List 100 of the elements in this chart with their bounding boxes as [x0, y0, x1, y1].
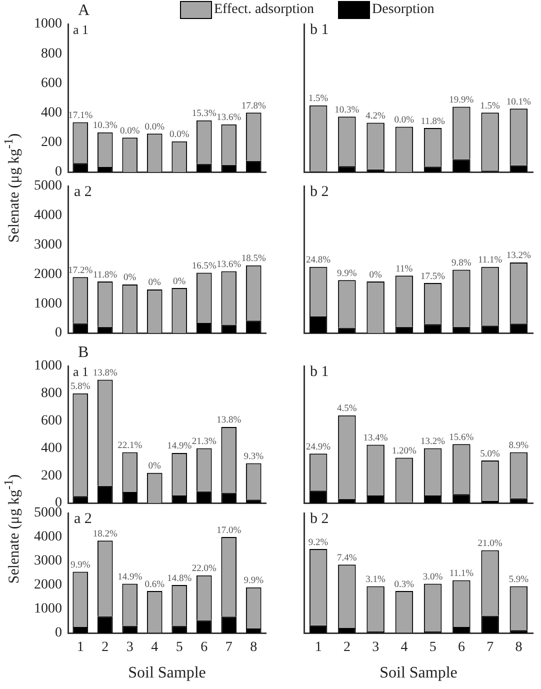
- chart-title: b 2: [310, 184, 329, 201]
- annotation: 14.9%: [118, 572, 142, 583]
- y-tick-label: 3000: [34, 554, 62, 569]
- annotation: 0.3%: [394, 580, 414, 590]
- annotation: 9.9%: [70, 560, 90, 571]
- annotation: 0%: [148, 462, 162, 472]
- annotation: 13.8%: [92, 368, 118, 378]
- x-tick-label: 8: [250, 640, 258, 656]
- annotation: 1.20%: [392, 446, 417, 457]
- y-tick-label: 800: [41, 46, 62, 62]
- y-tick-label: 1000: [34, 16, 62, 32]
- y-tick-label: 1000: [34, 296, 62, 312]
- y-tick-label: 4000: [34, 530, 62, 545]
- annotation: 13.8%: [216, 416, 242, 426]
- y-tick-label: 600: [41, 76, 62, 91]
- annotation: 18.5%: [241, 254, 266, 264]
- annotation: 13.6%: [216, 260, 242, 270]
- annotation: 13.4%: [363, 434, 388, 444]
- annotation: 5.0%: [480, 449, 500, 460]
- annotation: 22.1%: [118, 441, 142, 452]
- annotation: 9.2%: [308, 538, 328, 548]
- y-tick-label: 200: [41, 468, 62, 484]
- annotation: 24.9%: [306, 442, 331, 452]
- y-tick-label: 600: [41, 413, 62, 428]
- annotation: 9.9%: [337, 268, 357, 279]
- annotation: 5.8%: [70, 382, 90, 392]
- x-tick-label: 8: [515, 640, 522, 656]
- annotation: 1.5%: [480, 101, 500, 112]
- annotation: 0%: [173, 276, 186, 287]
- annotation: 10.3%: [334, 105, 360, 116]
- y-tick-label: 2000: [34, 578, 62, 593]
- annotation: 4.5%: [337, 404, 357, 414]
- x-tick-label: 2: [102, 640, 109, 656]
- annotation: 0%: [148, 278, 162, 288]
- annotation: 0%: [124, 273, 136, 284]
- annotation: 16.5%: [192, 261, 216, 272]
- y-tick-label: 800: [41, 386, 62, 402]
- x-tick-label: 4: [400, 640, 408, 656]
- y-tick-label: 5000: [34, 178, 62, 194]
- legend-label: Effect. adsorption: [213, 1, 314, 19]
- annotation: 17.2%: [68, 266, 93, 276]
- x-tick-label: 3: [372, 640, 380, 656]
- y-tick-label: 0: [55, 326, 62, 341]
- annotation: 13.2%: [420, 436, 446, 447]
- annotation: 21.0%: [478, 538, 502, 549]
- y-tick-label: 400: [41, 105, 62, 120]
- annotation: 15.3%: [192, 109, 216, 120]
- x-tick-label: 7: [486, 640, 494, 656]
- annotation: 17.0%: [216, 526, 242, 536]
- y-tick-label: 1000: [34, 602, 62, 617]
- chart-subtitle: a 1: [73, 22, 89, 38]
- chart-title: b 1: [310, 364, 329, 381]
- annotation: 13.6%: [216, 113, 242, 124]
- annotation: 3.0%: [422, 572, 443, 583]
- annotation: 24.8%: [306, 256, 331, 266]
- y-tick-label: 2000: [34, 266, 62, 282]
- annotation: 0.0%: [394, 115, 414, 126]
- annotation: 0.0%: [120, 126, 140, 136]
- annotation: 0%: [369, 270, 382, 280]
- annotation: 10.1%: [506, 97, 532, 108]
- annotation: 22.0%: [192, 564, 216, 574]
- x-tick-label: 2: [343, 640, 350, 656]
- annotation: 4.2%: [366, 111, 386, 122]
- annotation: 11.1%: [478, 256, 502, 266]
- annotation: 11.8%: [420, 116, 445, 127]
- y-tick-label: 0: [55, 164, 62, 180]
- y-tick-label: 1000: [34, 358, 62, 374]
- annotation: 17.5%: [420, 272, 446, 282]
- annotation: 11%: [396, 264, 413, 274]
- chart-title: b 2: [310, 511, 329, 528]
- annotation: 8.9%: [508, 441, 529, 452]
- annotation: 0.6%: [144, 580, 165, 590]
- legend-label: Desorption: [371, 1, 434, 19]
- annotation: 21.3%: [192, 436, 216, 447]
- chart-title: B: [78, 344, 89, 362]
- annotation: 14.8%: [167, 574, 192, 584]
- annotation: 14.9%: [167, 442, 192, 452]
- annotation: 0.0%: [169, 130, 190, 140]
- chart-title: A: [78, 2, 90, 20]
- x-tick-label: 1: [76, 640, 84, 656]
- x-axis-title: Soil Sample: [380, 664, 458, 682]
- y-tick-label: 3000: [34, 237, 62, 252]
- annotation: 17.1%: [68, 111, 93, 122]
- annotation: 15.6%: [449, 432, 474, 443]
- annotation: 19.9%: [449, 95, 474, 106]
- annotation: 9.3%: [244, 452, 264, 462]
- y-tick-label: 4000: [34, 208, 62, 224]
- annotation: 0.0%: [144, 122, 165, 132]
- x-axis-title: Soil Sample: [128, 664, 206, 682]
- annotation: 1.5%: [308, 94, 328, 104]
- x-tick-label: 1: [314, 640, 322, 656]
- x-tick-label: 5: [176, 640, 183, 656]
- annotation: 13.2%: [506, 251, 532, 262]
- annotation: 5.9%: [508, 574, 529, 585]
- x-tick-label: 6: [458, 640, 465, 656]
- x-tick-label: 5: [429, 640, 436, 656]
- chart-title: b 1: [310, 22, 329, 39]
- chart-title: a 2: [74, 184, 92, 201]
- annotation: 17.8%: [241, 101, 266, 112]
- x-tick-label: 6: [200, 640, 208, 656]
